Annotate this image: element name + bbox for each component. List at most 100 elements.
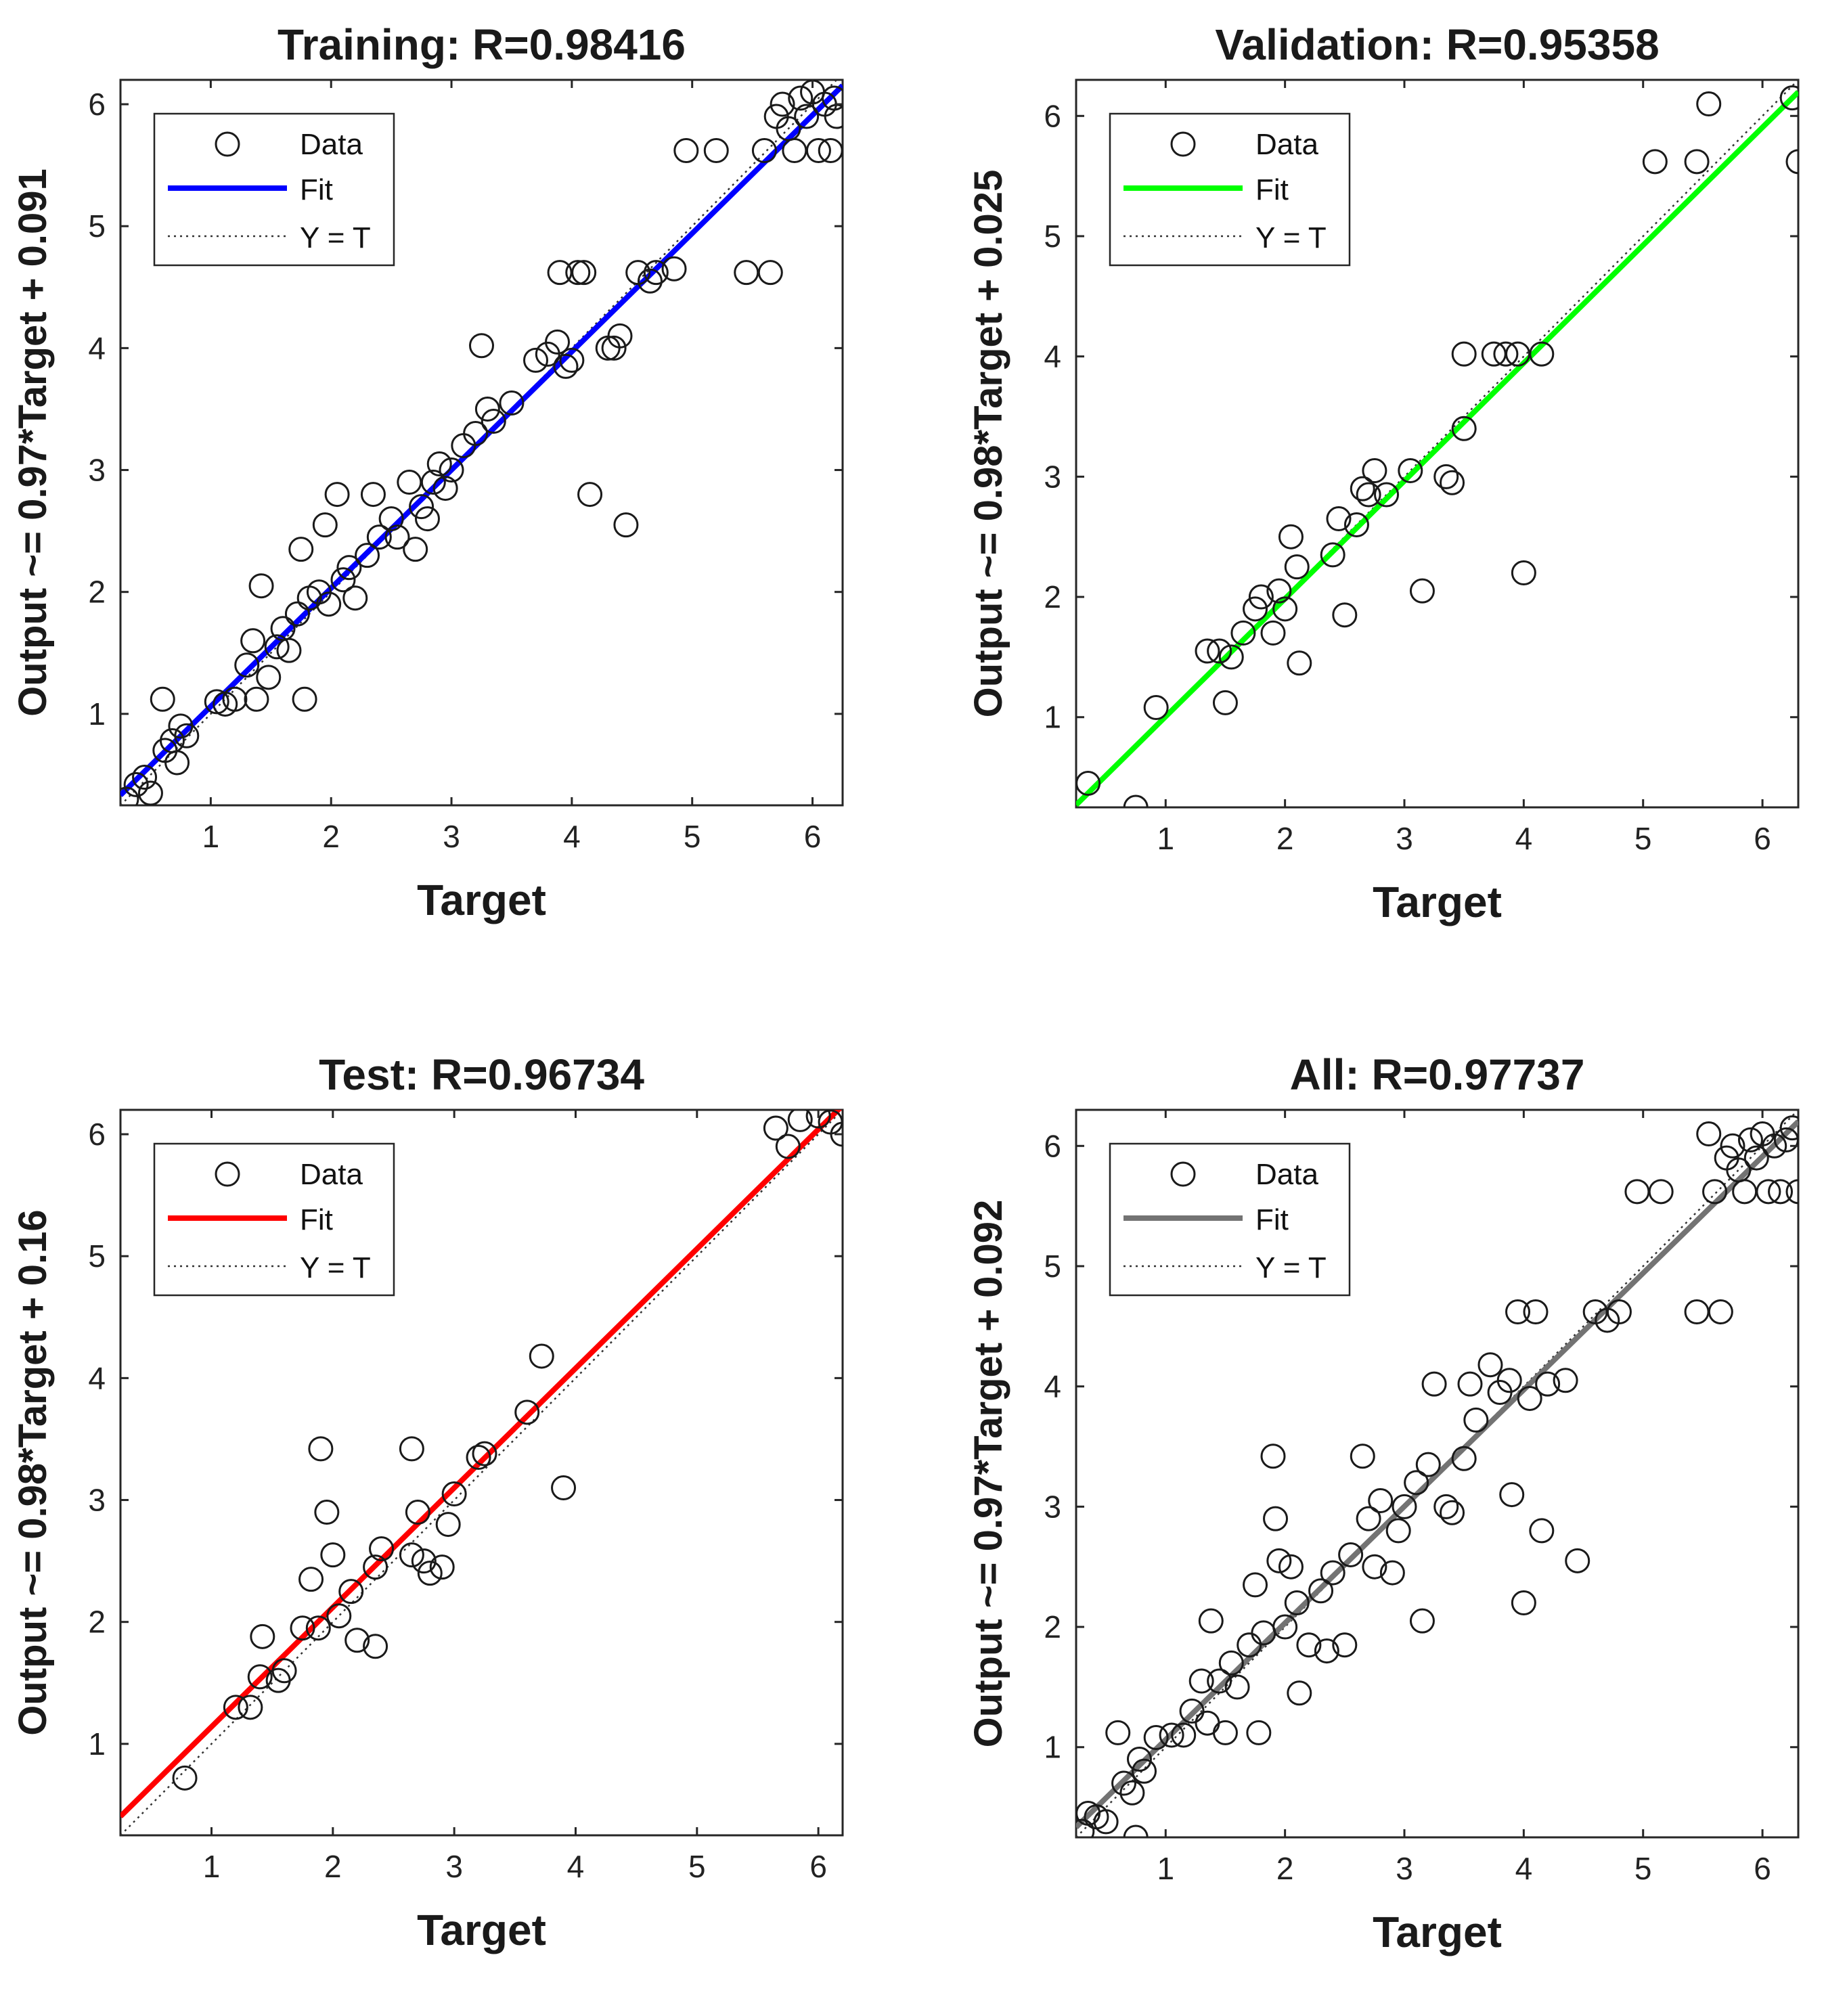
- x-tick-label: 6: [809, 1849, 827, 1884]
- y-tick-label: 1: [1044, 700, 1061, 735]
- data-point: [1287, 650, 1312, 676]
- legend-label-identity: Y = T: [300, 1251, 371, 1284]
- data-point: [441, 1481, 467, 1507]
- legend-label-identity: Y = T: [1255, 221, 1327, 254]
- data-point: [290, 1615, 315, 1641]
- y-tick-label: 4: [1044, 1369, 1061, 1404]
- y-axis-label: Output ~= 0.97*Target + 0.092: [966, 1200, 1010, 1748]
- y-tick-label: 3: [88, 1483, 106, 1518]
- data-point: [409, 494, 435, 520]
- data-point: [1511, 1590, 1536, 1616]
- chart-title: Training: R=0.98416: [277, 20, 686, 69]
- y-tick-label: 5: [88, 208, 106, 244]
- x-axis-label: Target: [417, 876, 546, 924]
- data-point: [559, 347, 585, 373]
- data-point: [1409, 578, 1435, 604]
- data-point: [284, 601, 310, 627]
- y-tick-label: 6: [1044, 98, 1061, 133]
- data-point: [822, 85, 843, 111]
- data-point: [1421, 1371, 1447, 1397]
- x-tick-label: 4: [1515, 1851, 1533, 1886]
- data-point: [1785, 1179, 1798, 1205]
- x-tick-label: 1: [1157, 1851, 1174, 1886]
- x-tick-label: 1: [202, 819, 220, 854]
- data-point: [1332, 602, 1358, 628]
- data-point: [223, 1695, 248, 1720]
- y-tick-label: 3: [88, 453, 106, 488]
- data-point: [499, 390, 525, 416]
- data-point: [613, 512, 639, 538]
- data-point: [1779, 1115, 1798, 1141]
- data-point: [360, 482, 386, 508]
- data-point: [435, 1512, 461, 1538]
- x-tick-label: 4: [563, 819, 581, 854]
- legend-label-data: Data: [300, 1158, 363, 1191]
- data-point: [123, 771, 149, 797]
- panel-2: 1 2 3 4 5 6 1 2 3 4 5 6 Validation: R=0.95358 Target O…: [966, 20, 1800, 926]
- data-point: [1477, 1352, 1503, 1378]
- data-point: [1737, 1127, 1763, 1152]
- data-point: [1188, 1668, 1214, 1694]
- data-point: [355, 543, 380, 568]
- data-point: [1762, 1133, 1787, 1159]
- data-point: [1284, 1590, 1310, 1616]
- data-point: [643, 260, 669, 286]
- data-point: [1379, 1560, 1405, 1586]
- y-axis-label: Output ~= 0.98*Target + 0.16: [11, 1209, 55, 1735]
- x-tick-label: 6: [804, 819, 822, 854]
- data-point: [305, 1615, 331, 1641]
- data-point: [1332, 1632, 1358, 1658]
- x-tick-label: 5: [688, 1849, 706, 1884]
- data-point: [1314, 1638, 1339, 1664]
- data-point: [1785, 149, 1798, 175]
- data-point: [1648, 1179, 1674, 1205]
- x-tick-label: 6: [1754, 821, 1771, 856]
- data-point: [1260, 1443, 1286, 1469]
- data-point: [514, 1399, 540, 1425]
- data-point: [1343, 512, 1369, 537]
- data-point: [414, 506, 440, 532]
- data-point: [248, 573, 274, 599]
- data-point: [1218, 644, 1244, 670]
- data-point: [830, 1121, 843, 1147]
- data-point: [1702, 1179, 1728, 1205]
- data-point: [1362, 1554, 1387, 1580]
- data-point: [1224, 1674, 1250, 1700]
- data-point: [399, 1436, 424, 1462]
- data-point: [1338, 1542, 1364, 1567]
- data-point: [1451, 341, 1477, 367]
- data-point: [818, 138, 843, 163]
- data-point: [463, 420, 489, 446]
- data-point: [1696, 1121, 1722, 1147]
- legend-label-data: Data: [300, 128, 363, 161]
- y-tick-label: 1: [88, 696, 106, 732]
- data-point: [788, 85, 814, 111]
- legend-label-fit: Fit: [300, 173, 333, 206]
- x-tick-label: 6: [1754, 1851, 1771, 1886]
- data-point: [466, 1444, 491, 1470]
- data-point: [132, 765, 158, 790]
- legend-label-fit: Fit: [1255, 173, 1289, 206]
- data-point: [342, 585, 368, 611]
- data-point: [1076, 770, 1101, 796]
- data-point: [1126, 1747, 1152, 1772]
- data-point: [276, 637, 302, 663]
- data-point: [222, 686, 248, 712]
- data-point: [794, 104, 820, 129]
- data-point: [336, 555, 362, 581]
- data-point: [601, 335, 627, 361]
- data-point: [1451, 416, 1477, 441]
- data-point: [164, 750, 190, 776]
- x-tick-label: 2: [322, 819, 340, 854]
- data-point: [577, 482, 603, 508]
- legend-label-data: Data: [1255, 128, 1318, 161]
- data-point: [637, 268, 663, 294]
- data-point: [1132, 1758, 1157, 1784]
- data-point: [1105, 1720, 1131, 1745]
- legend-label-fit: Fit: [300, 1203, 333, 1236]
- x-tick-label: 1: [203, 1849, 221, 1884]
- data-point: [1326, 506, 1352, 532]
- legend-data-marker: [215, 131, 240, 157]
- fit-line: [1076, 1119, 1798, 1829]
- data-point: [417, 1561, 443, 1586]
